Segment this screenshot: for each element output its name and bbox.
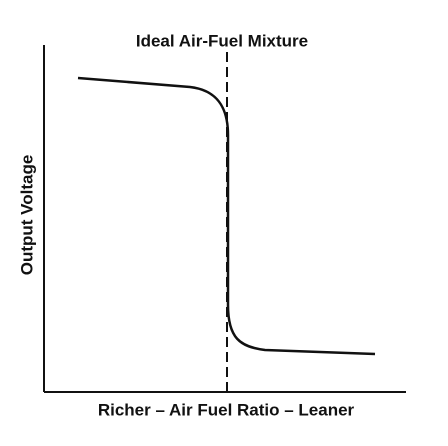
x-axis-label: Richer – Air Fuel Ratio – Leaner <box>98 400 355 419</box>
title: Ideal Air-Fuel Mixture <box>136 31 308 50</box>
y-axis-label: Output Voltage <box>17 155 36 276</box>
voltage-curve <box>77 76 376 356</box>
